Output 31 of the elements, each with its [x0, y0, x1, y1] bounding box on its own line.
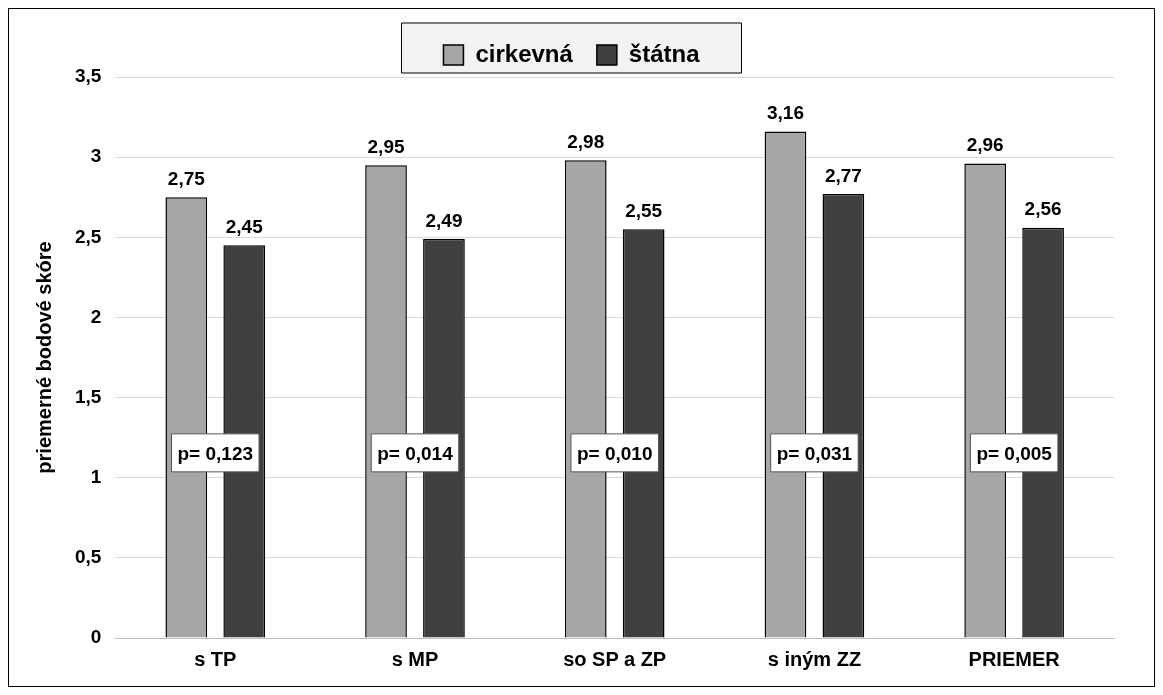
annotation: p= 0,005 [976, 443, 1053, 465]
y-tick-label: 1,5 [74, 385, 102, 407]
x-tick-label: so SP a ZP [563, 647, 667, 670]
y-tick-label: 2,5 [74, 225, 102, 247]
y-tick-label: 2 [90, 305, 102, 327]
x-tick-label: s TP [194, 647, 237, 670]
data-label: 2,95 [367, 135, 405, 157]
x-tick-label: s iným ZZ [767, 647, 862, 670]
annotation: p= 0,014 [377, 443, 454, 465]
y-tick-label: 3 [90, 145, 102, 167]
annotation: p= 0,123 [177, 443, 254, 465]
y-tick-label: 3,5 [74, 65, 102, 87]
data-label: 2,45 [225, 216, 264, 238]
data-label: 2,96 [966, 134, 1004, 156]
y-tick-label: 0,5 [74, 546, 102, 568]
x-tick-label: PRIEMER [968, 647, 1061, 670]
data-label: 2,77 [824, 164, 862, 186]
legend-label: štátna [628, 39, 701, 67]
data-label: 2,49 [425, 209, 463, 231]
annotation: p= 0,031 [776, 443, 853, 465]
data-label: 2,55 [625, 200, 663, 222]
legend-label: cirkevná [475, 39, 574, 67]
data-label: 2,98 [567, 131, 605, 153]
annotation: p= 0,010 [576, 443, 653, 465]
data-label: 2,56 [1024, 198, 1062, 220]
data-label: 3,16 [766, 102, 804, 124]
y-axis-title: priemerné bodové skóre [32, 241, 55, 474]
x-tick-label: s MP [391, 647, 439, 670]
y-tick-label: 0 [90, 626, 102, 648]
data-label: 2,75 [167, 167, 206, 189]
y-tick-label: 1 [90, 465, 102, 487]
